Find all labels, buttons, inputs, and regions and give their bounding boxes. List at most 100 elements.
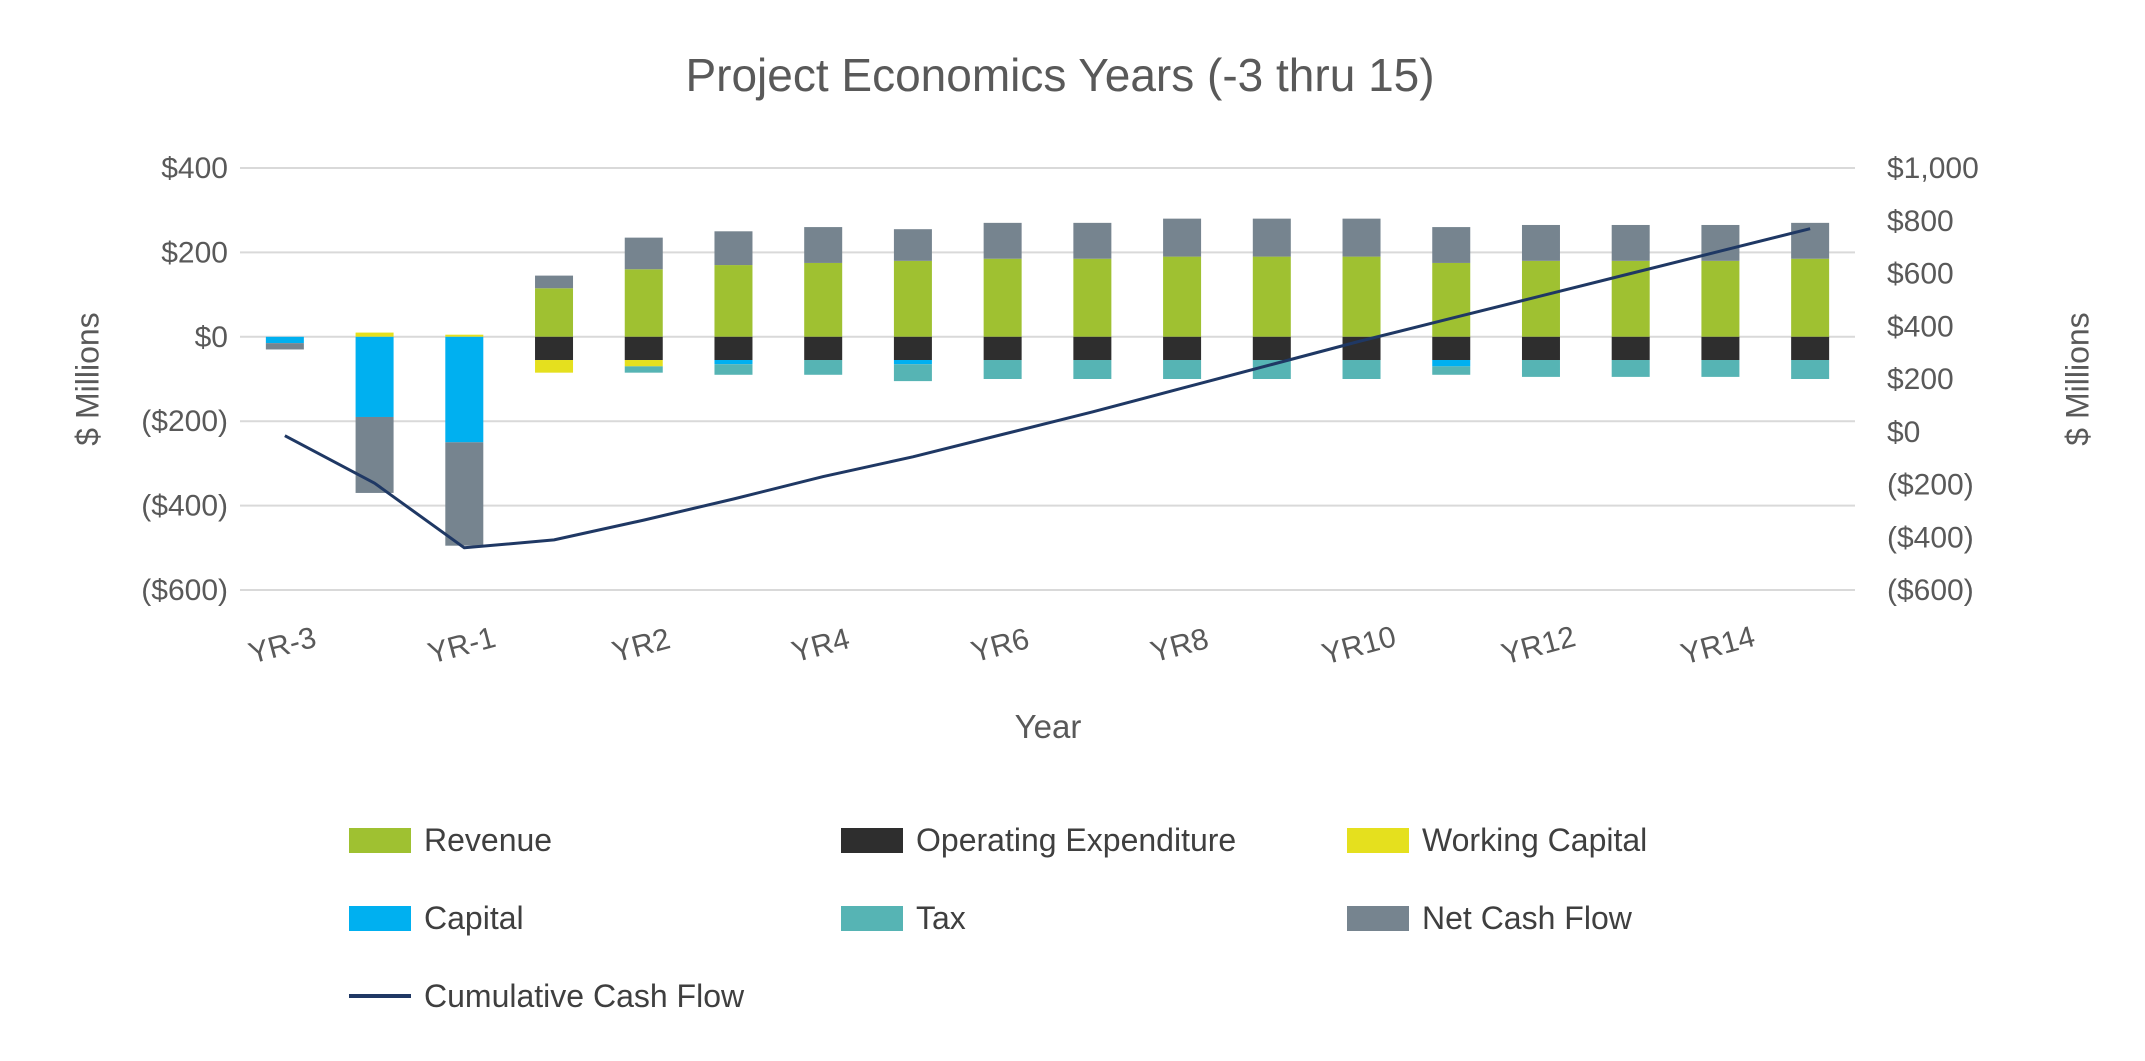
bar-segment-working-capital: [624, 360, 663, 367]
cumulative-cash-flow-line: [284, 227, 1811, 550]
right-axis-tick-label: $200: [1887, 363, 1954, 396]
bar-segment-operating-expenditure: [1611, 336, 1650, 361]
bar-segment-capital: [893, 360, 932, 365]
bar-segment-operating-expenditure: [624, 336, 663, 361]
left-axis-tick-label: ($600): [141, 574, 228, 607]
bar-segment-operating-expenditure: [1432, 336, 1471, 361]
tax-swatch: [841, 905, 903, 931]
bar-segment-working-capital: [445, 334, 484, 337]
bar-segment-revenue: [1252, 256, 1291, 337]
legend-item-capital: Capital: [349, 900, 841, 936]
legend-label: Tax: [916, 899, 966, 936]
right-axis-tick-label: $0: [1887, 416, 1920, 449]
bar-segment-net-cash-flow: [265, 343, 304, 350]
x-axis-title: Year: [1014, 708, 1082, 745]
x-axis-tick-label: YR8: [1147, 622, 1212, 669]
legend-label: Net Cash Flow: [1422, 899, 1632, 936]
operating-expenditure-swatch: [841, 827, 903, 853]
left-axis-tick-label: $400: [161, 152, 228, 185]
bar-segment-net-cash-flow: [804, 227, 843, 263]
chart-title: Project Economics Years (-3 thru 15): [685, 49, 1435, 101]
bar-segment-operating-expenditure: [1521, 336, 1560, 361]
bar-segment-working-capital: [535, 360, 574, 373]
bar-segment-net-cash-flow: [445, 442, 484, 546]
bar-segment-net-cash-flow: [1342, 218, 1381, 257]
right-axis-tick-label: $1,000: [1887, 152, 1979, 185]
bar-segment-tax: [1521, 360, 1560, 377]
bar-segment-net-cash-flow: [1432, 227, 1471, 263]
left-axis-title: $ Millions: [69, 312, 106, 446]
bar-segment-working-capital: [355, 332, 394, 337]
bar-segment-revenue: [1073, 258, 1112, 337]
bar-segment-net-cash-flow: [1073, 222, 1112, 259]
bar-segment-revenue: [1432, 262, 1471, 337]
bar-segment-operating-expenditure: [1252, 336, 1291, 361]
bar-segment-revenue: [893, 260, 932, 337]
bar-segment-capital: [1432, 360, 1471, 367]
right-axis-tick-label: ($400): [1887, 521, 1974, 554]
bar-segment-operating-expenditure: [1163, 336, 1202, 361]
bar-segment-capital: [355, 336, 394, 417]
revenue-swatch: [349, 827, 411, 853]
legend-label: Operating Expenditure: [916, 821, 1237, 858]
x-axis-tick-label: YR4: [788, 622, 853, 669]
bar-segment-tax: [714, 364, 753, 375]
bar-segment-operating-expenditure: [1791, 336, 1830, 361]
legend-label: Capital: [424, 899, 524, 936]
bar-segment-tax: [1701, 360, 1740, 377]
bar-segment-operating-expenditure: [714, 336, 753, 361]
x-axis-tick-label: YR10: [1319, 620, 1400, 671]
right-axis-tick-label: $400: [1887, 310, 1954, 343]
bar-segment-tax: [1073, 360, 1112, 379]
bar-segment-revenue: [1342, 256, 1381, 337]
bar-segment-net-cash-flow: [1791, 222, 1830, 259]
bar-segment-tax: [893, 364, 932, 382]
right-axis-tick-label: $600: [1887, 258, 1954, 291]
bar-segment-net-cash-flow: [624, 237, 663, 270]
x-axis-tick-label: YR2: [609, 622, 674, 669]
x-axis-tick-label: YR12: [1498, 620, 1579, 671]
bar-segment-net-cash-flow: [983, 222, 1022, 259]
left-axis-tick-label: $200: [161, 236, 228, 269]
bar-segment-net-cash-flow: [1163, 218, 1202, 257]
bar-segment-operating-expenditure: [1701, 336, 1740, 361]
bar-segment-revenue: [535, 288, 574, 337]
bar-segment-net-cash-flow: [714, 231, 753, 266]
legend-label: Working Capital: [1422, 821, 1648, 858]
bar-segment-operating-expenditure: [893, 336, 932, 361]
bar-segment-operating-expenditure: [535, 336, 574, 361]
bar-segment-operating-expenditure: [804, 336, 843, 361]
legend-item-working-capital: Working Capital: [1347, 822, 1647, 858]
legend-label: Revenue: [424, 821, 553, 858]
left-axis-tick-label: ($400): [141, 490, 228, 523]
x-axis-tick-label: YR6: [968, 622, 1033, 669]
bar-segment-tax: [1252, 360, 1291, 379]
bar-segment-net-cash-flow: [535, 275, 574, 289]
bar-segment-operating-expenditure: [983, 336, 1022, 361]
cumulative-cash-flow-swatch: [349, 994, 411, 998]
bar-segment-net-cash-flow: [1252, 218, 1291, 257]
bar-segment-capital: [445, 336, 484, 443]
left-axis-tick-label: $0: [195, 321, 228, 354]
x-axis-tick-label: YR-1: [425, 621, 500, 671]
bar-segment-revenue: [1791, 258, 1830, 337]
right-axis-tick-label: ($200): [1887, 469, 1974, 502]
left-axis-tick-label: ($200): [141, 405, 228, 438]
bar-segment-tax: [983, 360, 1022, 379]
right-axis-tick-label: $800: [1887, 205, 1954, 238]
net-cash-flow-swatch: [1347, 905, 1409, 931]
right-axis-tick-label: ($600): [1887, 574, 1974, 607]
bar-segment-capital: [714, 360, 753, 365]
bar-segment-tax: [804, 360, 843, 375]
legend-label: Cumulative Cash Flow: [424, 977, 745, 1014]
bar-segment-tax: [1432, 366, 1471, 375]
bar-segment-operating-expenditure: [1073, 336, 1112, 361]
capital-swatch: [349, 905, 411, 931]
bar-segment-net-cash-flow: [355, 416, 394, 493]
bar-segment-net-cash-flow: [893, 229, 932, 261]
working-capital-swatch: [1347, 827, 1409, 853]
bar-segment-revenue: [1701, 260, 1740, 337]
legend-item-operating-expenditure: Operating Expenditure: [841, 822, 1347, 858]
